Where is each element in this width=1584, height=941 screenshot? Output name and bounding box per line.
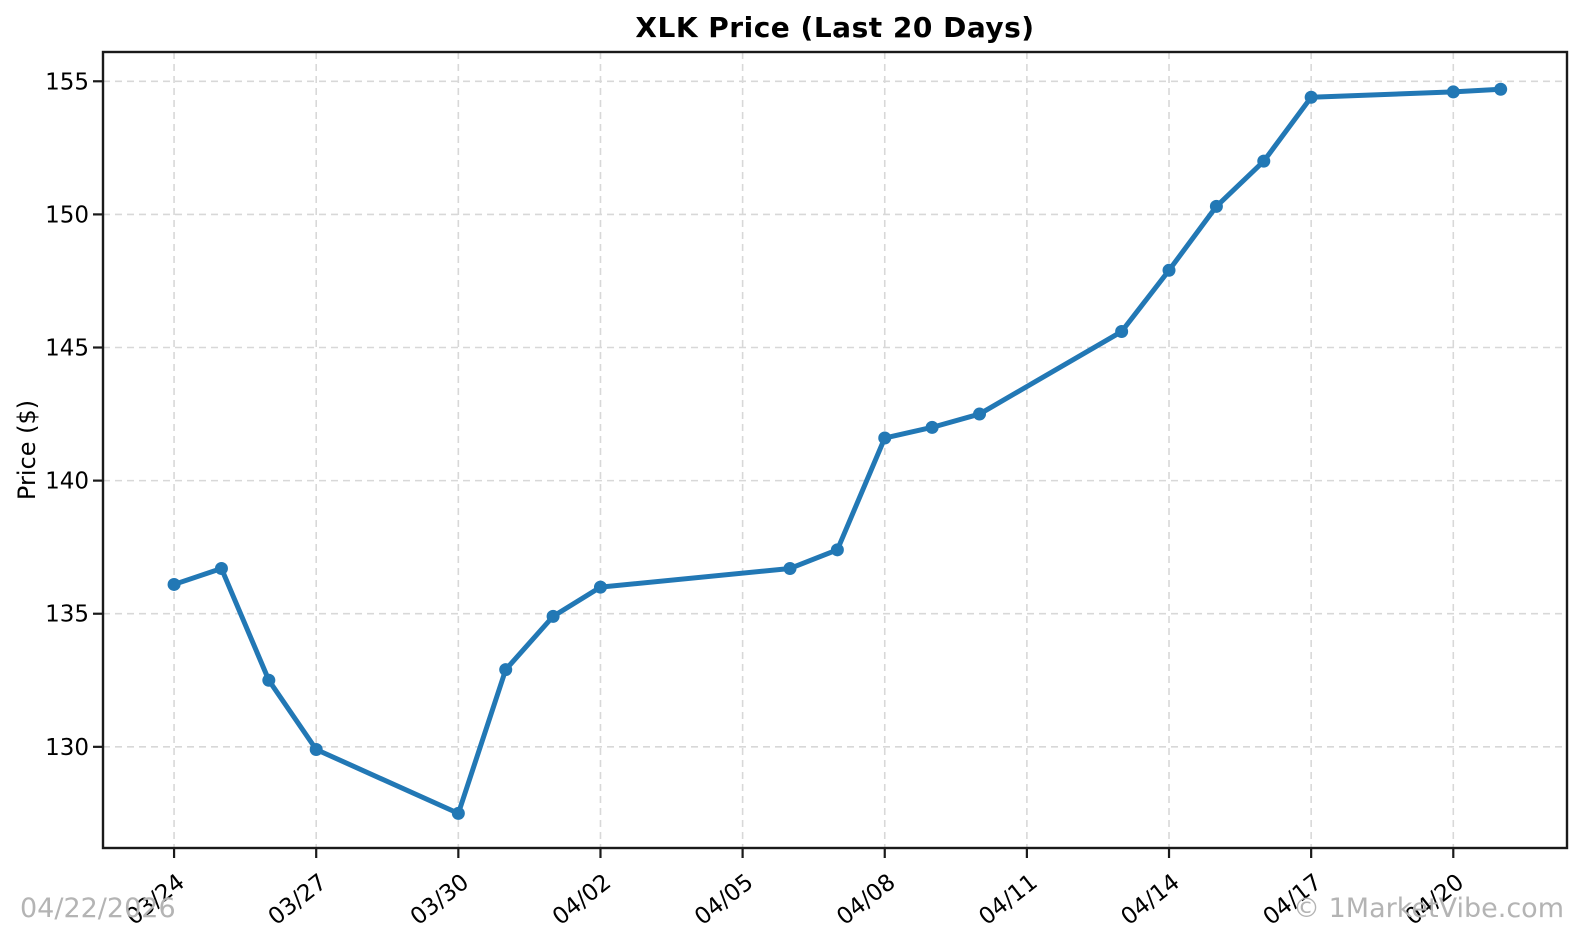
data-point (878, 431, 892, 445)
data-point (1257, 154, 1271, 168)
x-tick-label: 04/02 (548, 869, 616, 930)
data-point (593, 580, 607, 594)
plot-border (101, 50, 1569, 850)
x-tick-label: 03/27 (264, 869, 332, 930)
y-tick-label: 150 (45, 202, 89, 228)
data-point (546, 609, 560, 623)
data-point (499, 663, 513, 677)
x-tick-label: 04/11 (974, 869, 1042, 930)
x-tick-label: 04/05 (690, 869, 758, 930)
data-point (1162, 263, 1176, 277)
x-tick-label: 04/08 (832, 869, 900, 930)
data-point (1209, 199, 1223, 213)
price-line (171, 86, 1504, 816)
y-tick-label: 155 (45, 69, 89, 95)
data-point (451, 806, 465, 820)
x-tick-label: 04/14 (1116, 869, 1184, 930)
data-point (925, 420, 939, 434)
chart-title: XLK Price (Last 20 Days) (635, 11, 1035, 44)
y-tick-label: 145 (45, 336, 89, 362)
y-tick-label: 130 (45, 735, 89, 761)
data-point (830, 543, 844, 557)
x-tick-label: 03/30 (406, 869, 474, 930)
data-point (167, 577, 181, 591)
data-point (1446, 85, 1460, 99)
y-tick-label: 135 (45, 602, 89, 628)
data-point (214, 561, 228, 575)
data-point (1494, 82, 1508, 96)
data-point (1304, 90, 1318, 104)
data-point (973, 407, 987, 421)
watermark-brand: © 1MarketVibe.com (1293, 893, 1564, 924)
data-point (783, 561, 797, 575)
data-point (309, 742, 323, 756)
data-point (262, 673, 276, 687)
watermark-date: 04/22/2026 (20, 893, 176, 924)
data-point (1115, 325, 1129, 339)
y-tick-label: 140 (45, 469, 89, 495)
